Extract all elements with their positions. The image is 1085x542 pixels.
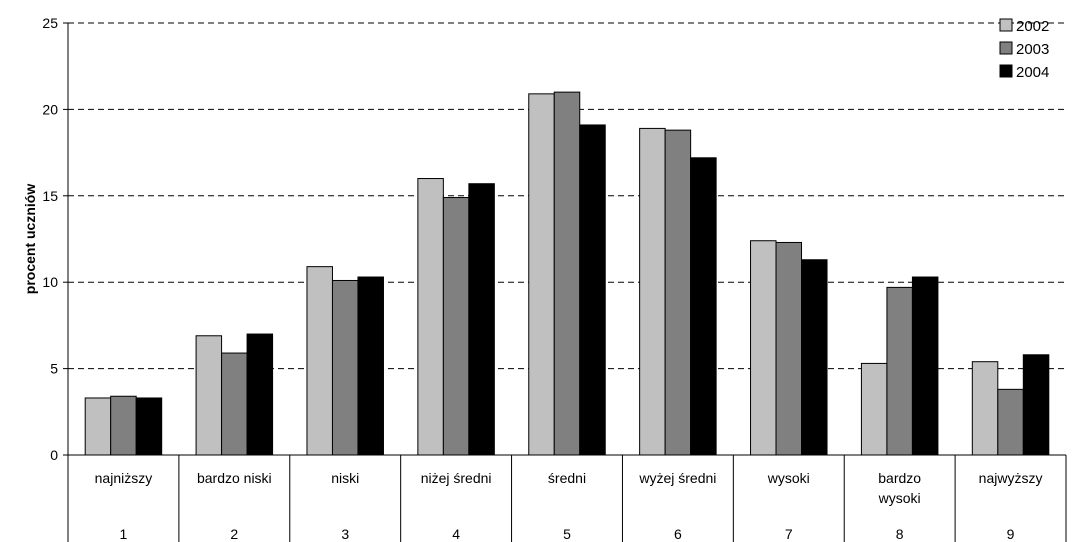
bar-2002-2 (195, 335, 223, 456)
bar-2003-1 (110, 395, 137, 456)
y-tick-label: 20 (42, 101, 58, 117)
category-label: wysoki (767, 470, 810, 486)
legend-swatch-2003 (999, 41, 1013, 55)
bar-2004-2 (246, 333, 274, 456)
category-label: najwyższy (979, 470, 1043, 486)
category-label: wysoki (878, 490, 921, 506)
bar-2004-8 (911, 276, 939, 456)
category-label: wyżej średni (638, 470, 716, 486)
bar-2004-5 (579, 124, 606, 456)
bar-2003-2 (221, 352, 248, 456)
category-label: bardzo niski (197, 470, 272, 486)
bar-2004-6 (690, 157, 717, 456)
bar-2002-8 (860, 362, 888, 456)
bar-2004-4 (468, 183, 495, 456)
category-label: niżej średni (421, 470, 492, 486)
bar-2003-3 (331, 279, 359, 456)
bar-2003-9 (997, 388, 1024, 456)
category-number: 5 (563, 526, 571, 542)
category-number: 2 (230, 526, 238, 542)
bar-2004-1 (135, 397, 163, 456)
category-number: 7 (785, 526, 793, 542)
category-label: średni (548, 470, 586, 486)
legend-label-2002: 2002 (1016, 18, 1049, 35)
y-tick-label: 25 (42, 15, 58, 31)
bars (84, 91, 1050, 456)
chart-title: … (200, 0, 218, 2)
bar-2002-5 (528, 93, 555, 456)
y-axis-label: procent uczniów (22, 184, 38, 295)
bar-2002-1 (84, 397, 112, 456)
bar-2003-8 (886, 286, 913, 456)
bar-2004-3 (357, 276, 384, 456)
y-tick-label: 0 (50, 447, 58, 463)
bar-2004-7 (801, 259, 828, 456)
bar-2002-3 (306, 266, 333, 456)
bar-2002-6 (639, 127, 666, 456)
axes (63, 22, 1067, 542)
category-number: 1 (120, 526, 128, 542)
category-number: 4 (452, 526, 460, 542)
legend: 2002 2003 2004 (999, 18, 1049, 81)
bar-2004-9 (1022, 354, 1050, 456)
legend-label-2003: 2003 (1016, 41, 1049, 58)
category-label: niski (331, 470, 359, 486)
category-number: 3 (341, 526, 349, 542)
legend-label-2004: 2004 (1016, 64, 1049, 81)
y-tick-label: 10 (42, 274, 58, 290)
y-tick-labels: 0 5 10 15 20 25 (42, 15, 58, 463)
category-label: najniższy (95, 470, 153, 486)
y-tick-label: 5 (50, 361, 58, 377)
category-labels: najniższy 1 bardzo niski 2 niski 3 niżej średn… (95, 470, 1043, 542)
bar-2002-9 (971, 361, 999, 456)
bar-2002-4 (417, 178, 444, 456)
category-number: 9 (1007, 526, 1015, 542)
y-tick-label: 15 (42, 188, 58, 204)
bar-2003-5 (553, 91, 581, 456)
category-number: 6 (674, 526, 682, 542)
legend-swatch-2002 (999, 18, 1013, 32)
category-number: 8 (896, 526, 904, 542)
legend-swatch-2004 (999, 64, 1013, 78)
bar-2003-4 (442, 197, 470, 456)
bar-2002-7 (750, 240, 777, 456)
category-label: bardzo (878, 470, 921, 486)
bar-2003-7 (775, 241, 803, 456)
bar-2003-6 (664, 129, 692, 456)
